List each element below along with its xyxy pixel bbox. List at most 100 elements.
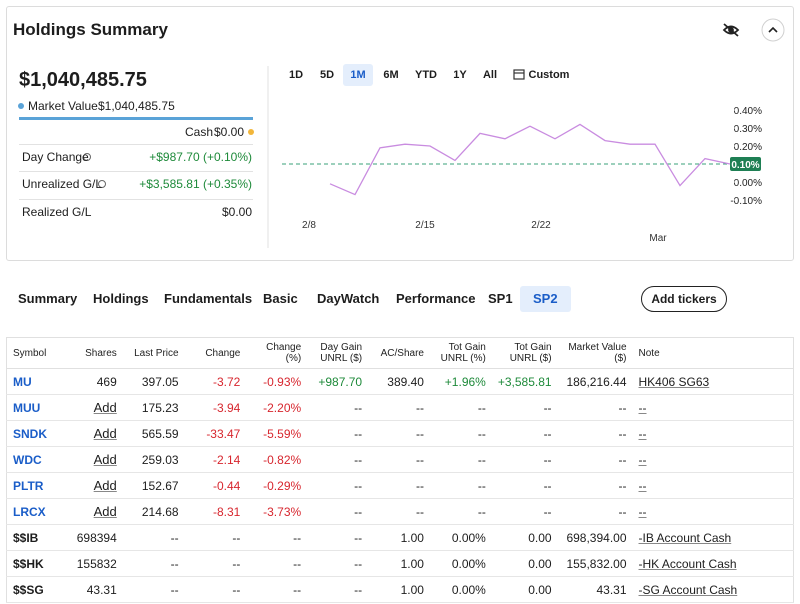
cell: -- [368,446,430,473]
cell: -- [368,472,430,499]
tab[interactable]: Summary [18,291,78,306]
cell: -- [246,550,308,577]
cell: -- [307,446,369,473]
performance-line [329,123,731,196]
range-button[interactable]: 1M [343,64,373,86]
tab[interactable]: SP2 [520,286,571,312]
summary-value: $0.00 [221,205,252,219]
panel-title: Holdings Summary [13,20,168,39]
cell[interactable]: -- [632,394,794,421]
x-tick-label: 2/15 [415,220,435,231]
current-value-label: 0.10% [731,160,759,171]
tab[interactable]: Fundamentals [164,291,253,306]
cell: -3.72 [184,368,247,395]
cell: -- [368,420,430,447]
symbol[interactable]: $$HK [6,550,71,577]
column-header: Day Gain UNRL ($) [307,337,369,369]
range-button[interactable]: 1Y [453,69,467,81]
range-button[interactable]: All [482,69,498,81]
tab[interactable]: SP1 [488,291,513,306]
range-button[interactable]: Custom [528,69,570,81]
range-button[interactable]: 1D [288,69,304,81]
info-icon [83,153,91,161]
info-icon [98,180,106,188]
calendar-icon [513,69,525,80]
collapse-button[interactable] [761,18,785,42]
cell: 0.00 [491,550,558,577]
tab[interactable]: DayWatch [317,291,380,306]
cell[interactable]: -IB Account Cash [632,524,794,551]
cell[interactable]: Add [70,446,123,473]
cell: -- [307,472,369,499]
cell: -0.29% [246,472,308,499]
cell: -- [307,576,369,603]
cell[interactable]: Add [70,472,123,499]
allocation-bar [19,117,253,120]
summary-panel [6,6,794,261]
cell: -- [557,446,633,473]
cell: 43.31 [557,576,633,603]
cell: -0.82% [246,446,308,473]
cell[interactable]: HK406 SG63 [632,368,794,395]
cell: -8.31 [184,498,247,525]
cell: 175.23 [122,394,185,421]
header-row: Symbol Shares Last Price Change Change (%) Da… [6,337,794,369]
range-button[interactable]: YTD [415,69,437,81]
cell: -- [184,550,247,577]
cell: -- [184,524,247,551]
symbol[interactable]: PLTR [6,472,71,499]
symbol[interactable]: LRCX [6,498,71,525]
tab[interactable]: Basic [263,291,298,306]
cell[interactable]: -- [632,472,794,499]
summary-label: Realized G/L [22,205,92,219]
symbol[interactable]: WDC [6,446,71,473]
symbol[interactable]: MU [6,368,71,395]
cell: -- [246,524,308,551]
column-header: Tot Gain UNRL ($) [491,337,558,369]
cell: +3,585.81 [491,368,558,395]
column-header: Tot Gain UNRL (%) [429,337,492,369]
tab[interactable]: Holdings [93,291,149,306]
cell: 698394 [70,524,123,551]
symbol[interactable]: MUU [6,394,71,421]
holding-row: $$HK 155832 -- -- -- -- 1.00 0.00% 0.00 155,832.0… [6,550,794,577]
cell[interactable]: Add [70,498,123,525]
cell: 43.31 [70,576,123,603]
cell: +1.96% [429,368,492,395]
cell: -- [491,446,558,473]
range-button[interactable]: 6M [383,69,399,81]
symbol[interactable]: $$SG [6,576,71,603]
tab[interactable]: Performance [396,291,476,306]
column-header: Change (%) [246,337,308,369]
cell: -33.47 [184,420,247,447]
cell[interactable]: -HK Account Cash [632,550,794,577]
cell: 259.03 [122,446,185,473]
column-header: Symbol [6,337,71,369]
cell: -- [557,498,633,525]
symbol[interactable]: $$IB [6,524,71,551]
hide-icon[interactable] [722,23,740,37]
holding-row: PLTR Add 152.67 -0.44 -0.29% -- -- -- -- -- -- [6,472,794,499]
cell: 0.00 [491,576,558,603]
cell: 0.00 [491,524,558,551]
cell: -0.93% [246,368,308,395]
symbol[interactable]: SNDK [6,420,71,447]
cell[interactable]: -- [632,498,794,525]
cell[interactable]: -SG Account Cash [632,576,794,603]
range-button[interactable]: 5D [319,69,335,81]
holding-row: $$IB 698394 -- -- -- -- 1.00 0.00% 0.00 698,394.0… [6,524,794,551]
cell[interactable]: -- [632,420,794,447]
cell[interactable]: Add [70,394,123,421]
cell: -- [429,394,492,421]
cell[interactable]: Add [70,420,123,447]
summary-value: +$3,585.81 (+0.35%) [139,177,252,191]
cell: 1.00 [368,524,430,551]
cell: 397.05 [122,368,185,395]
cell[interactable]: -- [632,446,794,473]
cell: 0.00% [429,524,492,551]
add-tickers-button[interactable]: Add tickers [641,286,727,312]
y-tick-label: 0.00% [734,178,762,189]
column-header: Change [184,337,247,369]
cash-label: Cash [185,125,214,139]
cell: 1.00 [368,576,430,603]
